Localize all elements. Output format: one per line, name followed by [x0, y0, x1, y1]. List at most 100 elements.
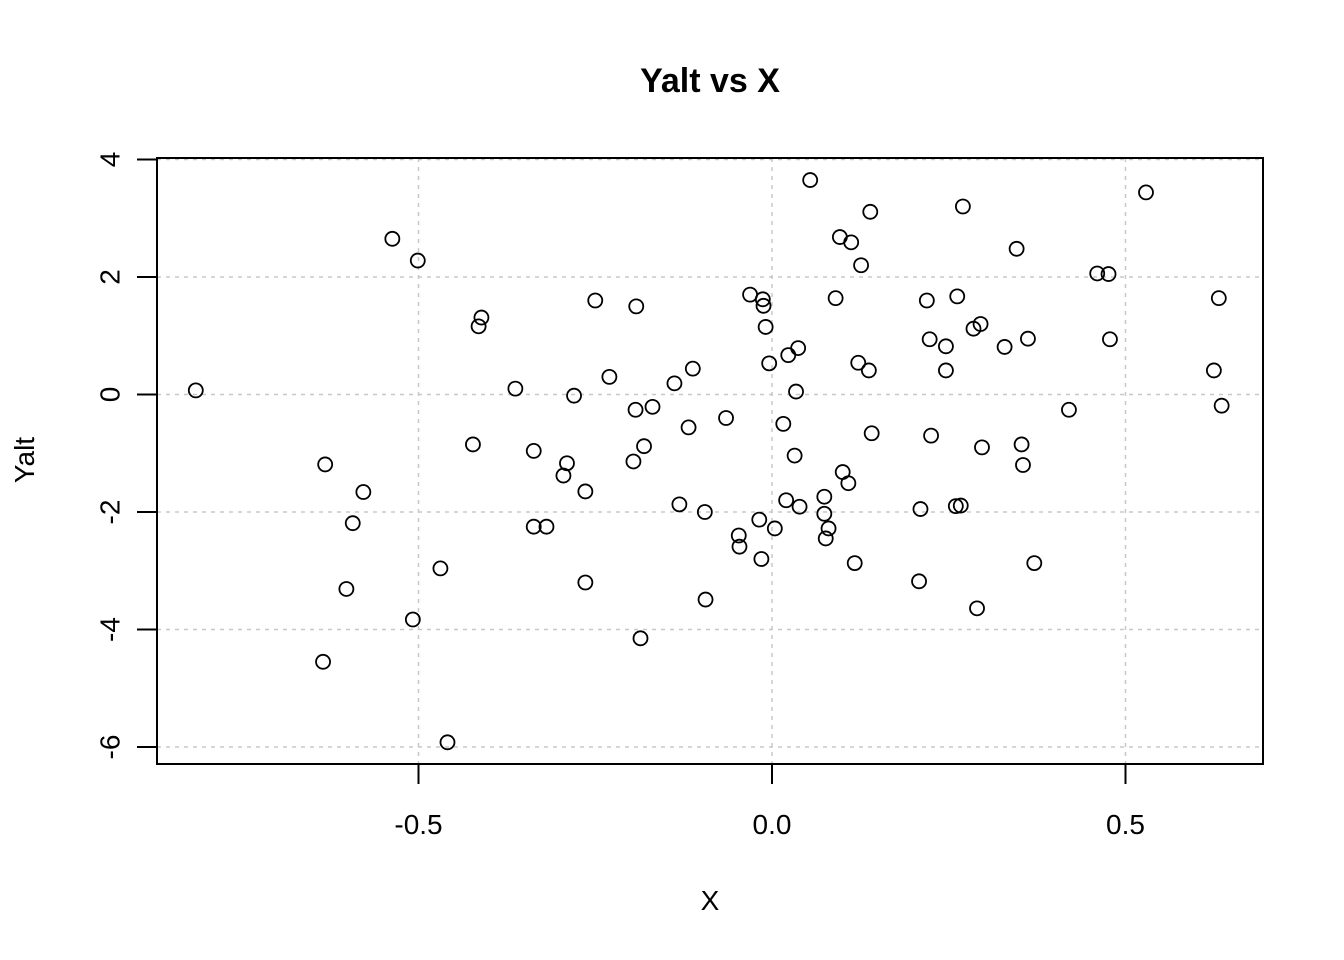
data-point [1061, 401, 1077, 418]
data-point [1100, 266, 1117, 282]
data-point [954, 198, 971, 215]
data-point [1089, 265, 1106, 282]
x-axis-label: X [701, 885, 720, 916]
data-point [1015, 457, 1031, 473]
y-tick-label: -2 [95, 500, 126, 525]
data-point [938, 338, 954, 355]
plot-frame [156, 157, 1264, 765]
data-point [790, 340, 807, 356]
data-point [938, 362, 954, 379]
data-point [1205, 362, 1222, 379]
data-point [974, 439, 990, 456]
data-point [627, 401, 644, 418]
y-tick-label: 4 [95, 152, 126, 168]
data-point [317, 456, 334, 473]
data-point [840, 475, 857, 492]
data-point [1026, 555, 1043, 572]
data-point [730, 527, 747, 544]
data-point [860, 362, 877, 379]
data-point [921, 331, 938, 348]
data-point [853, 257, 869, 274]
data-point [918, 292, 935, 309]
data-point [470, 318, 487, 335]
data-point [696, 504, 713, 520]
data-point [680, 419, 697, 436]
data-point [315, 653, 331, 670]
data-point [761, 355, 778, 372]
y-axis-label: Yalt [9, 437, 40, 483]
data-point [432, 560, 449, 577]
data-point [863, 425, 880, 442]
data-point [820, 520, 837, 537]
data-point [775, 415, 792, 432]
data-point [632, 630, 649, 647]
data-point [843, 234, 860, 251]
data-point [538, 518, 555, 535]
data-point [846, 555, 863, 572]
data-point [718, 410, 734, 426]
data-point [566, 387, 582, 404]
data-point [1008, 240, 1025, 257]
data-point [625, 453, 642, 470]
data-point [409, 252, 426, 269]
y-tick-label: -6 [95, 735, 126, 760]
data-point [559, 455, 575, 472]
data-point [817, 530, 834, 547]
data-point [577, 574, 594, 591]
data-point [786, 447, 803, 464]
data-point [439, 734, 456, 751]
data-point [644, 398, 661, 415]
data-point [384, 230, 401, 247]
data-point [816, 488, 833, 505]
data-point [780, 347, 797, 364]
data-point [778, 492, 795, 509]
data-point [1210, 290, 1227, 307]
data-point [344, 515, 361, 532]
data-point [952, 497, 969, 514]
data-point [697, 591, 714, 608]
data-point [911, 573, 927, 590]
x-tick-label: 0.0 [753, 809, 792, 840]
data-point [684, 360, 701, 377]
data-point [187, 382, 204, 399]
axes: -0.5 0.0 0.5 -6 -4 -2 0 2 4 [95, 152, 1145, 840]
data-point [338, 581, 355, 597]
data-point [577, 483, 594, 500]
data-point [788, 383, 804, 400]
data-point [1213, 397, 1230, 414]
data-point [525, 518, 542, 535]
data-point [507, 380, 524, 397]
data-point [404, 611, 421, 628]
x-tick-label: -0.5 [394, 809, 442, 840]
data-point [791, 498, 808, 515]
data-point [850, 354, 867, 371]
data-point [355, 484, 372, 500]
data-point [731, 538, 748, 555]
data-point [912, 501, 929, 517]
data-point [671, 496, 688, 513]
data-point [601, 368, 618, 385]
data-point [1138, 184, 1154, 201]
data-point [802, 172, 819, 188]
y-tick-label: 2 [95, 269, 126, 285]
data-point [636, 438, 652, 455]
chart-title: Yalt vs X [640, 62, 780, 100]
data-point [755, 297, 772, 314]
data-point [525, 442, 542, 459]
data-point [816, 505, 833, 522]
data-point [754, 291, 771, 308]
x-tick-label: 0.5 [1106, 809, 1145, 840]
data-point [766, 520, 783, 537]
data-point [827, 290, 844, 307]
data-points [187, 172, 1230, 751]
data-point [753, 551, 770, 567]
data-point [473, 309, 490, 326]
data-point [949, 288, 966, 305]
data-point [862, 203, 879, 220]
data-point [972, 316, 989, 332]
y-tick-label: -4 [95, 617, 126, 642]
data-point [1102, 331, 1118, 348]
y-tick-label: 0 [95, 387, 126, 403]
data-point [757, 319, 774, 335]
